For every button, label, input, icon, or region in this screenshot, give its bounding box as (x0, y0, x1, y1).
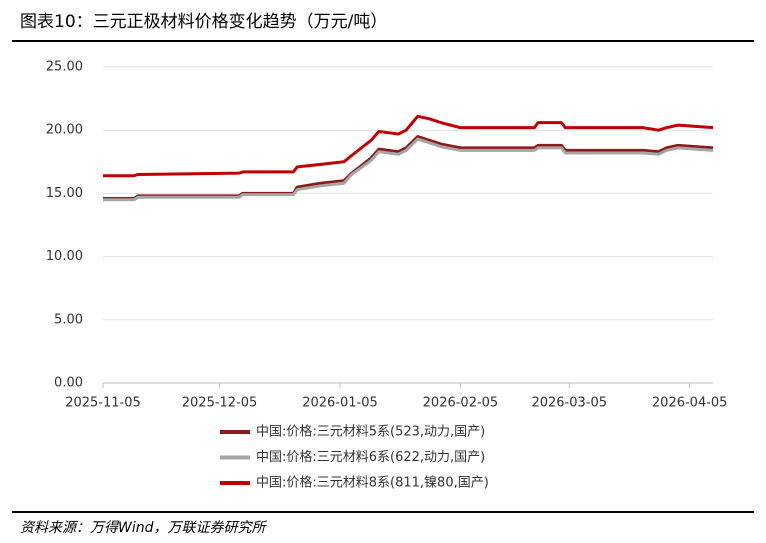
chart-title: 图表10：三元正极材料价格变化趋势（万元/吨） (20, 12, 387, 32)
y-tick-label: 5.00 (54, 312, 83, 327)
y-tick-label: 25.00 (46, 60, 83, 75)
legend-label: 中国:价格:三元材料6系(622,动力,国产) (256, 449, 485, 465)
y-tick-label: 20.00 (46, 123, 83, 138)
series-line (103, 135, 714, 200)
x-tick-label: 2026-04-05 (652, 396, 728, 411)
y-tick-label: 10.00 (46, 249, 83, 264)
y-tick-label: 0.00 (54, 376, 83, 391)
source: 资料来源：万得Wind，万联证券研究所 (20, 520, 267, 536)
y-tick-label: 15.00 (46, 186, 83, 201)
x-tick-label: 2025-12-05 (182, 396, 258, 411)
x-tick-label: 2026-01-05 (302, 396, 378, 411)
x-tick-label: 2026-02-05 (423, 396, 499, 411)
series-line (103, 114, 714, 178)
series-line (103, 137, 714, 202)
legend-label: 中国:价格:三元材料5系(523,动力,国产) (256, 424, 485, 440)
x-tick-label: 2026-03-05 (531, 396, 607, 411)
legend-label: 中国:价格:三元材料8系(811,镍80,国产) (256, 475, 489, 491)
x-tick-label: 2025-11-05 (65, 396, 141, 411)
